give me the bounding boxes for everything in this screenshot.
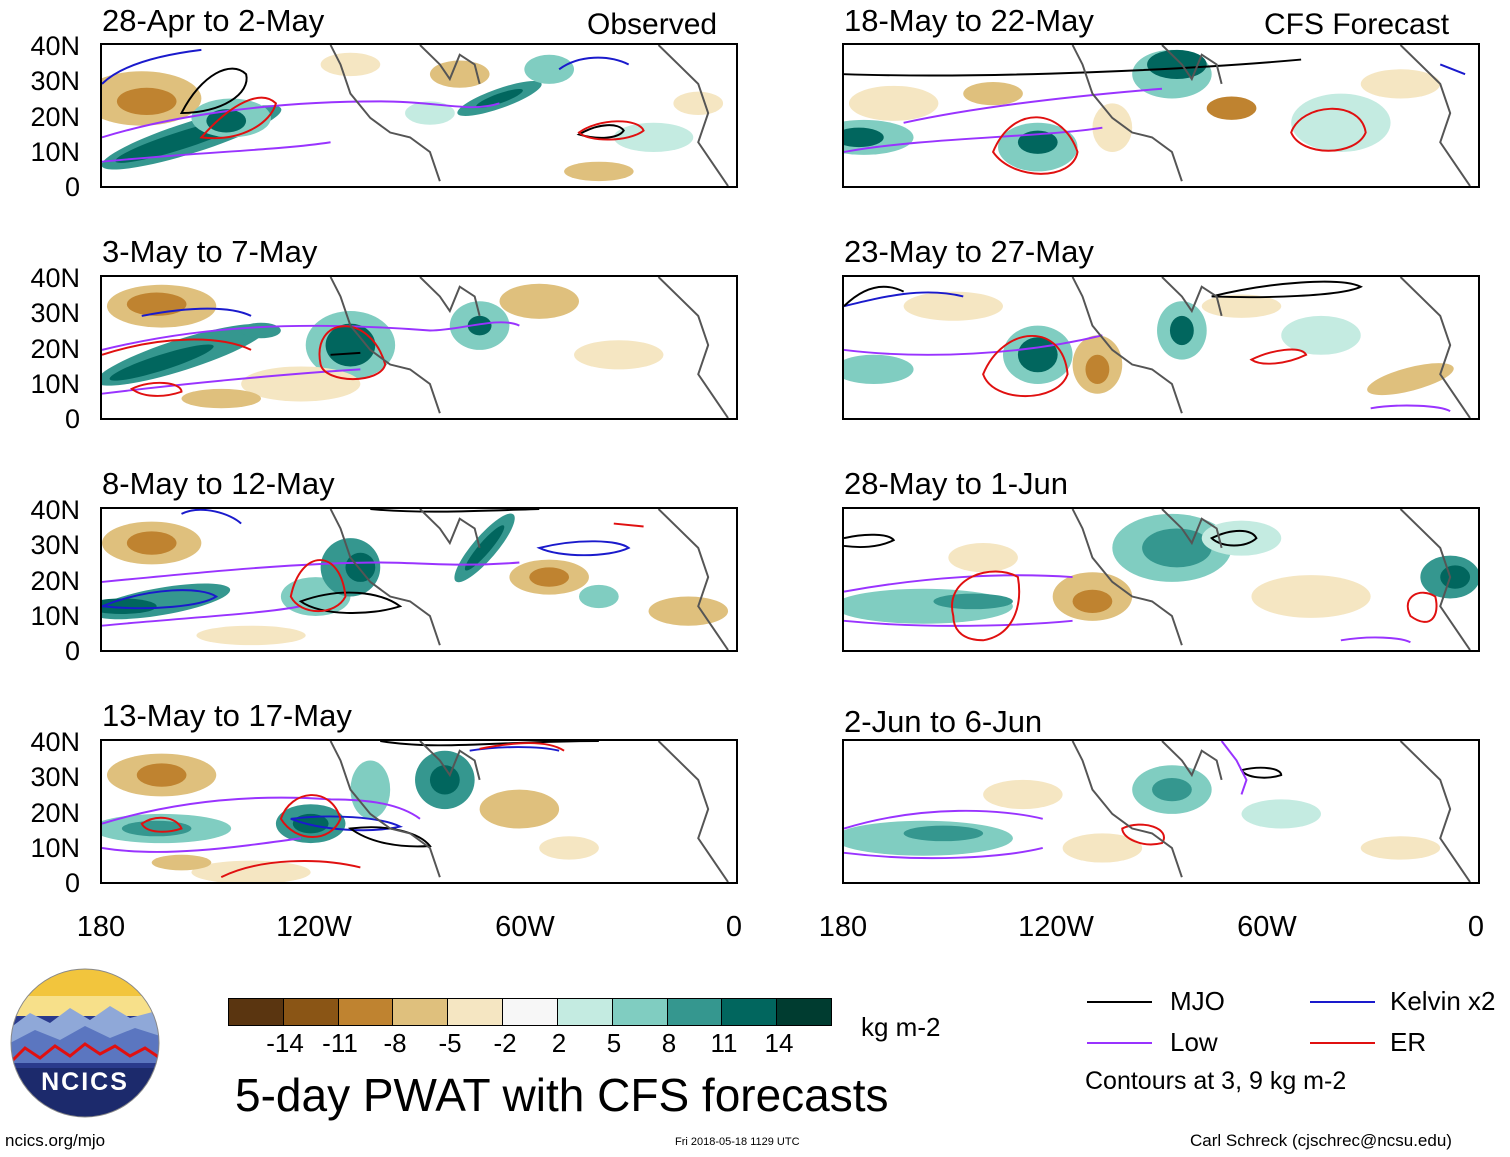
ncics-logo: NCICS — [10, 968, 160, 1118]
colorbar — [228, 998, 832, 1026]
colorbar-swatch — [229, 999, 283, 1025]
colorbar-label: 2 — [551, 1028, 567, 1058]
pwat-map-5 — [102, 509, 729, 650]
pwat-map-7 — [102, 741, 729, 882]
map-panel-6 — [842, 507, 1480, 652]
panel-title-3: 3-May to 7-May — [102, 234, 318, 269]
colorbar-label: -8 — [383, 1028, 407, 1058]
lat-label: 0 — [64, 404, 80, 434]
colorbar-swatch — [611, 999, 667, 1025]
lat-label: 40N — [30, 727, 80, 757]
cfs-forecast-label: CFS Forecast — [1264, 8, 1450, 41]
lat-label: 30N — [30, 298, 80, 328]
colorbar-swatch — [337, 999, 393, 1025]
map-panel-4 — [842, 275, 1480, 420]
colorbar-swatch — [776, 999, 831, 1025]
panel-title-5: 8-May to 12-May — [102, 466, 335, 501]
legend-line-er — [1310, 1042, 1375, 1044]
footer-credit: Carl Schreck (cjschrec@ncsu.edu) — [1190, 1131, 1452, 1150]
panel-title-7: 13-May to 17-May — [102, 698, 352, 733]
legend-label-kelvin: Kelvin x2 — [1390, 986, 1496, 1016]
lon-label: 180 — [818, 911, 868, 943]
logo-text: NCICS — [41, 1068, 129, 1096]
colorbar-label: -11 — [322, 1028, 358, 1058]
legend-label-mjo: MJO — [1170, 986, 1225, 1016]
legend-label-er: ER — [1390, 1027, 1427, 1057]
colorbar-swatch — [502, 999, 557, 1025]
figure-title: 5-day PWAT with CFS forecasts — [235, 1069, 889, 1121]
lat-label: 20N — [30, 566, 80, 596]
lat-label: 20N — [30, 102, 80, 132]
map-panel-8 — [842, 739, 1480, 884]
lon-label: 60W — [495, 911, 555, 943]
panel-title-1: 28-Apr to 2-May — [102, 3, 325, 38]
colorbar-label: 8 — [661, 1028, 677, 1058]
lat-label: 30N — [30, 762, 80, 792]
footer-url[interactable]: ncics.org/mjo — [5, 1131, 106, 1150]
colorbar-swatch — [392, 999, 448, 1025]
lat-label: 0 — [64, 636, 80, 666]
lat-label: 20N — [30, 798, 80, 828]
pwat-map-4 — [844, 277, 1471, 418]
lat-label: 10N — [30, 833, 80, 863]
map-panel-3 — [100, 275, 738, 420]
colorbar-swatch — [721, 999, 777, 1025]
colorbar-units: kg m-2 — [861, 1012, 941, 1042]
lat-label: 30N — [30, 530, 80, 560]
pwat-map-3 — [102, 277, 729, 418]
lat-label: 10N — [30, 369, 80, 399]
map-panel-2 — [842, 43, 1480, 188]
lat-label: 40N — [30, 495, 80, 525]
panel-title-6: 28-May to 1-Jun — [844, 466, 1068, 501]
lat-label: 0 — [64, 868, 80, 898]
colorbar-swatch — [556, 999, 612, 1025]
map-panel-1 — [100, 43, 738, 188]
map-panel-5 — [100, 507, 738, 652]
lon-label: 120W — [276, 911, 352, 943]
colorbar-swatch — [666, 999, 722, 1025]
panel-title-8: 2-Jun to 6-Jun — [844, 704, 1043, 739]
lat-label: 0 — [64, 172, 80, 202]
lat-label: 10N — [30, 137, 80, 167]
colorbar-label: 14 — [764, 1028, 794, 1058]
colorbar-label: -5 — [438, 1028, 462, 1058]
pwat-map-8 — [844, 741, 1471, 882]
colorbar-label: 5 — [606, 1028, 622, 1058]
lon-label: 0 — [725, 911, 743, 943]
colorbar-label: -2 — [493, 1028, 517, 1058]
colorbar-swatch — [282, 999, 338, 1025]
lat-label: 30N — [30, 66, 80, 96]
footer-timestamp: Fri 2018-05-18 1129 UTC — [675, 1136, 800, 1148]
legend-line-kelvin — [1310, 1001, 1375, 1003]
lon-label: 0 — [1467, 911, 1485, 943]
colorbar-label: -14 — [266, 1028, 304, 1058]
pwat-map-1 — [102, 45, 729, 186]
legend-line-low — [1087, 1042, 1152, 1044]
pwat-map-2 — [844, 45, 1471, 186]
lat-label: 40N — [30, 31, 80, 61]
lat-label: 20N — [30, 334, 80, 364]
map-panel-7 — [100, 739, 738, 884]
colorbar-label: 11 — [710, 1028, 738, 1058]
panel-title-2: 18-May to 22-May — [844, 3, 1094, 38]
contour-note: Contours at 3, 9 kg m-2 — [1085, 1067, 1347, 1095]
ncics-logo-icon — [10, 968, 160, 1118]
legend-line-mjo — [1087, 1001, 1152, 1003]
pwat-map-6 — [844, 509, 1478, 650]
panel-title-4: 23-May to 27-May — [844, 234, 1094, 269]
lon-label: 60W — [1237, 911, 1297, 943]
lon-label: 120W — [1018, 911, 1094, 943]
observed-label: Observed — [587, 8, 718, 41]
legend-label-low: Low — [1170, 1027, 1218, 1057]
lat-label: 40N — [30, 263, 80, 293]
lon-label: 180 — [76, 911, 126, 943]
lat-label: 10N — [30, 601, 80, 631]
colorbar-swatch — [447, 999, 503, 1025]
